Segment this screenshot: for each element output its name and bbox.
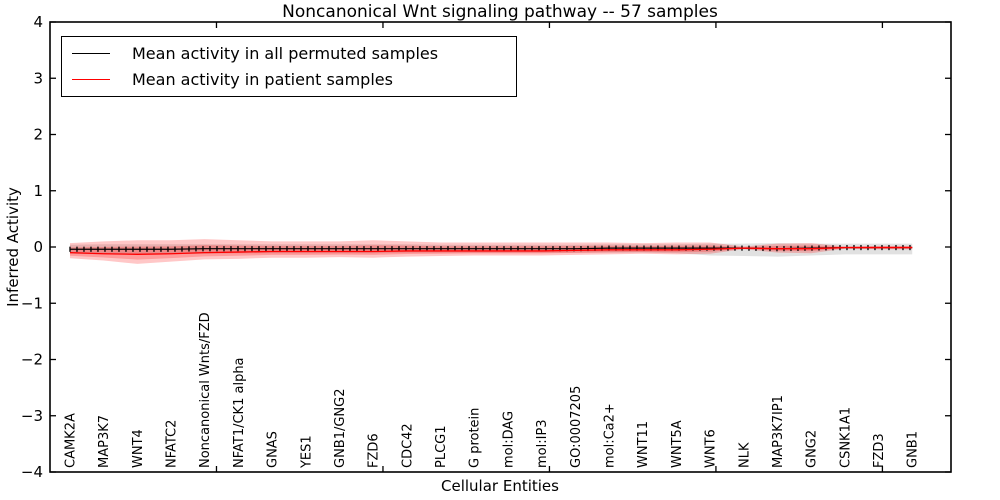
x-category-label: GNAS [266,431,281,468]
x-category-label: PLCG1 [434,425,449,468]
permuted-line-swatch [72,53,110,54]
x-axis-label: Cellular Entities [441,477,559,495]
x-category-label: WNT4 [131,429,146,468]
x-category-label: YES1 [299,435,314,469]
x-category-label: MAP3K7IP1 [771,395,786,468]
y-tick-label: 0 [33,238,43,256]
y-tick-label: 4 [33,13,43,31]
x-category-label: GNB1 [906,431,921,468]
y-tick-label: 1 [33,182,43,200]
x-category-label: GNG2 [805,430,820,468]
x-category-label: mol:IP3 [535,419,550,468]
x-category-label: mol:Ca2+ [603,403,618,468]
x-category-label: NFATC2 [165,420,180,468]
x-category-label: FZD3 [872,433,887,468]
x-category-label: WNT6 [704,429,719,468]
patient-mean-line [69,246,913,255]
y-tick-label: −2 [21,351,43,369]
chart-title: Noncanonical Wnt signaling pathway -- 57… [282,2,718,22]
x-category-label: MAP3K7 [97,415,112,468]
legend-label: Mean activity in all permuted samples [132,44,439,63]
patient-line-swatch [72,79,110,80]
y-tick-label: 2 [33,126,43,144]
legend-item-patient: Mean activity in patient samples [72,70,516,89]
x-category-label: mol:DAG [501,411,516,468]
y-tick-label: 3 [33,69,43,87]
x-category-label: WNT5A [670,420,685,468]
x-category-label: GO:0007205 [569,386,584,468]
x-category-label: CSNK1A1 [838,407,853,468]
legend-label: Mean activity in patient samples [132,70,393,89]
x-category-label: CDC42 [400,423,415,468]
y-tick-label: −3 [21,407,43,425]
x-category-label: FZD6 [367,433,382,468]
x-category-label: GNB1/GNG2 [333,388,348,468]
x-category-label: NLK [737,442,752,468]
x-category-label: NFAT1/CK1 alpha [232,357,247,468]
y-axis-label: Inferred Activity [4,187,22,307]
y-tick-label: −4 [21,463,43,481]
x-category-label: G protein [468,408,483,468]
legend-item-permuted: Mean activity in all permuted samples [72,44,516,63]
x-category-label: Noncanonical Wnts/FZD [198,312,213,468]
y-tick-label: −1 [21,294,43,312]
x-category-label: WNT11 [636,421,651,468]
legend: Mean activity in all permuted samples Me… [61,36,517,97]
x-category-label: CAMK2A [63,413,78,468]
